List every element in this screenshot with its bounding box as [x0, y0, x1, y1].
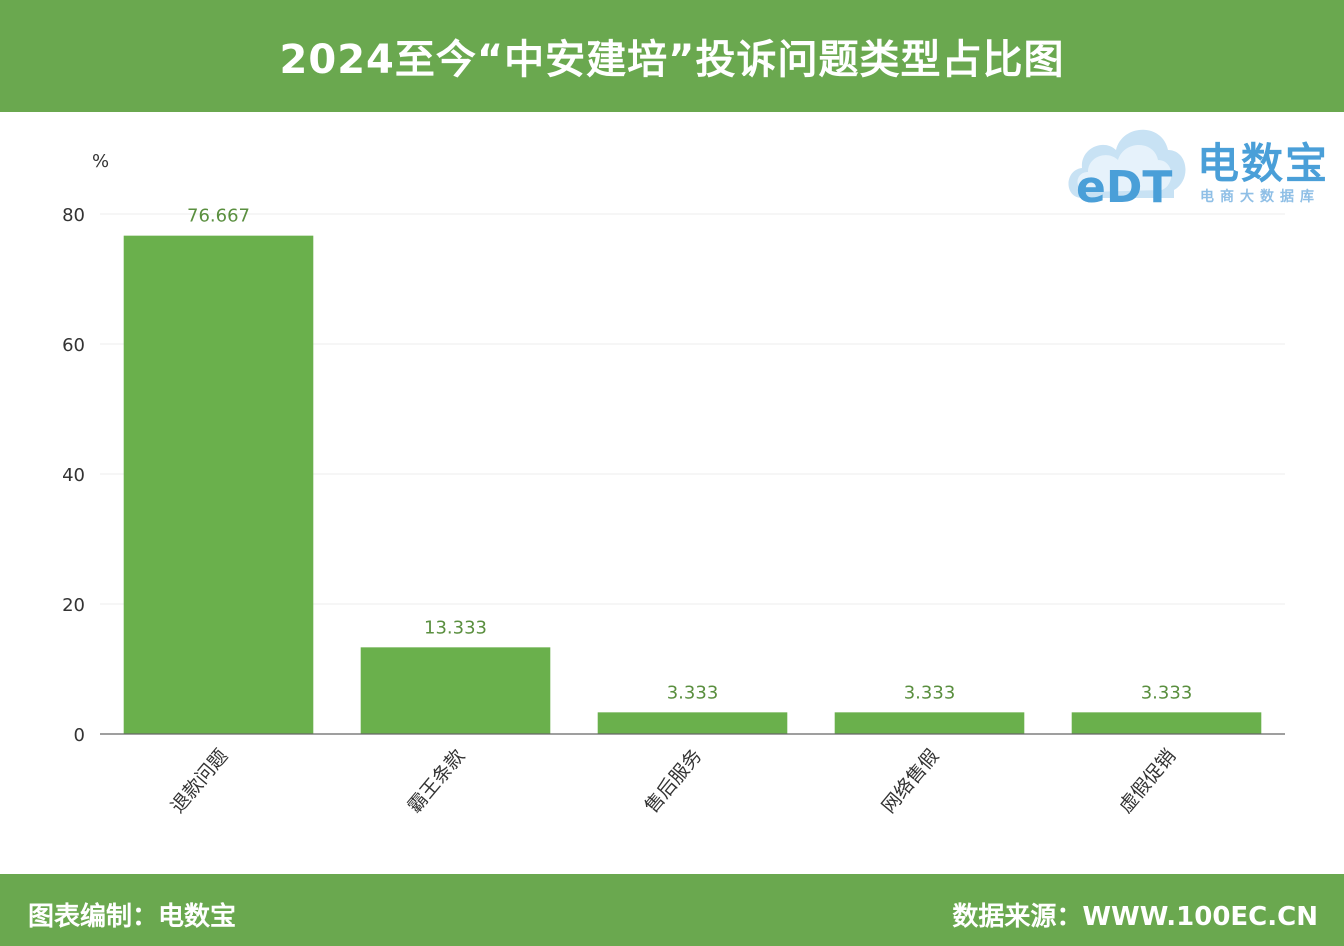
- bar: [834, 712, 1025, 734]
- footer-source: 数据来源：WWW.100EC.CN: [952, 902, 1318, 932]
- y-tick-label: 20: [62, 595, 85, 616]
- x-tick-label: 虚假促销: [1115, 745, 1181, 817]
- x-tick-labels: 退款问题 霸王条款 售后服务 网络售假 虚假促销: [167, 745, 1181, 817]
- x-tick-label: 霸王条款: [404, 745, 470, 817]
- bar-value-label: 76.667: [187, 206, 250, 227]
- footer-credit: 图表编制：电数宝: [28, 902, 237, 932]
- brand-logo: eDT 电数宝 电商大数据库: [1062, 110, 1342, 213]
- y-tick-label: 0: [74, 725, 85, 746]
- x-tick-label: 退款问题: [167, 745, 233, 817]
- bar: [597, 712, 788, 734]
- y-tick-label: 80: [62, 205, 85, 226]
- page-title: 2024至今“中安建培”投诉问题类型占比图: [279, 37, 1065, 83]
- header-bar: 2024至今“中安建培”投诉问题类型占比图: [0, 0, 1344, 112]
- x-tick-label: 售后服务: [641, 745, 707, 817]
- value-labels: 76.667 13.333 3.333 3.333 3.333: [187, 206, 1192, 704]
- bar-value-label: 3.333: [904, 682, 956, 703]
- logo-name: 电数宝: [1197, 139, 1330, 188]
- x-tick-label: 网络售假: [878, 745, 944, 817]
- y-axis-label: %: [92, 151, 109, 172]
- y-tick-label: 40: [62, 465, 85, 486]
- bar-value-label: 3.333: [1141, 682, 1193, 703]
- y-tick-label: 60: [62, 335, 85, 356]
- bar: [123, 235, 314, 734]
- svg-text:eDT: eDT: [1076, 162, 1172, 210]
- cloud-icon: eDT: [1068, 129, 1186, 213]
- footer-bar: 图表编制：电数宝 数据来源：WWW.100EC.CN: [0, 874, 1344, 946]
- bar: [1071, 712, 1262, 734]
- bar-value-label: 13.333: [424, 617, 487, 638]
- bars: [123, 235, 1262, 734]
- bar-value-label: 3.333: [667, 682, 719, 703]
- y-tick-labels: 0 20 40 60 80: [62, 205, 85, 746]
- logo-subtitle: 电商大数据库: [1200, 189, 1320, 205]
- bar: [360, 647, 551, 734]
